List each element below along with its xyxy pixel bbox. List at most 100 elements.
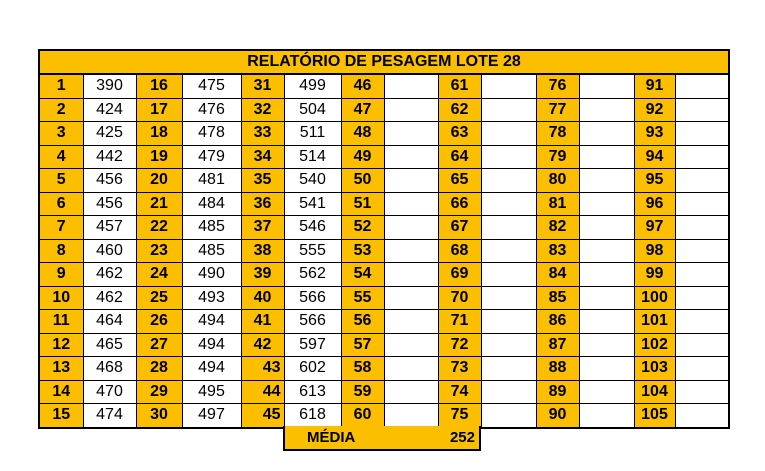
- animal-number: 10: [38, 285, 84, 310]
- animal-number: 17: [135, 97, 183, 122]
- weight-value: [480, 73, 537, 99]
- weight-value: 546: [283, 215, 342, 240]
- weight-value: [383, 144, 439, 169]
- weight-value: 493: [181, 285, 242, 310]
- animal-number: 63: [437, 121, 482, 146]
- table-row: 6 456 21 484 36 541 51 66 81 96: [38, 191, 730, 216]
- weight-value: 511: [283, 121, 342, 146]
- animal-number: 64: [437, 144, 482, 169]
- weight-value: [674, 97, 730, 122]
- weight-value: [383, 121, 439, 146]
- animal-number: 49: [340, 144, 385, 169]
- weight-value: [578, 356, 635, 381]
- animal-number: 104: [633, 379, 676, 404]
- weight-value: 566: [283, 309, 342, 334]
- animal-number: 69: [437, 262, 482, 287]
- animal-number: 41: [240, 309, 285, 334]
- weight-value: [674, 379, 730, 404]
- weight-value: [383, 97, 439, 122]
- animal-number: 53: [340, 238, 385, 263]
- weight-value: [674, 215, 730, 240]
- animal-number: 32: [240, 97, 285, 122]
- weight-value: [480, 403, 537, 428]
- animal-number: 14: [38, 379, 84, 404]
- weight-value: [674, 262, 730, 287]
- table-row: 1 390 16 475 31 499 46 61 76 91: [38, 73, 730, 99]
- weight-value: 485: [181, 215, 242, 240]
- animal-number: 23: [135, 238, 183, 263]
- weight-value: 562: [283, 262, 342, 287]
- weight-value: [383, 285, 439, 310]
- weight-value: [383, 403, 439, 428]
- animal-number: 92: [633, 97, 676, 122]
- animal-number: 45: [240, 403, 285, 428]
- animal-number: 103: [633, 356, 676, 381]
- animal-number: 36: [240, 191, 285, 216]
- table-row: 10 462 25 493 40 566 55 70 85 100: [38, 285, 730, 310]
- weight-value: 566: [283, 285, 342, 310]
- animal-number: 76: [535, 73, 580, 99]
- weight-value: 457: [82, 215, 137, 240]
- weight-value: [578, 121, 635, 146]
- animal-number: 4: [38, 144, 84, 169]
- animal-number: 65: [437, 168, 482, 193]
- animal-number: 18: [135, 121, 183, 146]
- weight-value: [578, 168, 635, 193]
- animal-number: 34: [240, 144, 285, 169]
- animal-number: 52: [340, 215, 385, 240]
- animal-number: 70: [437, 285, 482, 310]
- animal-number: 91: [633, 73, 676, 99]
- weight-value: 602: [283, 356, 342, 381]
- animal-number: 38: [240, 238, 285, 263]
- weight-value: 494: [181, 356, 242, 381]
- weight-value: [674, 121, 730, 146]
- animal-number: 75: [437, 403, 482, 428]
- weight-value: [578, 332, 635, 357]
- table-row: 7 457 22 485 37 546 52 67 82 97: [38, 215, 730, 240]
- animal-number: 57: [340, 332, 385, 357]
- weight-value: [578, 97, 635, 122]
- animal-number: 72: [437, 332, 482, 357]
- weight-value: 495: [181, 379, 242, 404]
- animal-number: 37: [240, 215, 285, 240]
- weighing-report-table: RELATÓRIO DE PESAGEM LOTE 28 1 390 16 475 31…: [38, 49, 730, 429]
- weight-value: 425: [82, 121, 137, 146]
- animal-number: 33: [240, 121, 285, 146]
- animal-number: 20: [135, 168, 183, 193]
- weight-value: 484: [181, 191, 242, 216]
- weight-value: [674, 285, 730, 310]
- animal-number: 21: [135, 191, 183, 216]
- weight-value: [383, 73, 439, 99]
- animal-number: 25: [135, 285, 183, 310]
- animal-number: 88: [535, 356, 580, 381]
- animal-number: 74: [437, 379, 482, 404]
- weight-value: [480, 238, 537, 263]
- animal-number: 19: [135, 144, 183, 169]
- animal-number: 102: [633, 332, 676, 357]
- animal-number: 8: [38, 238, 84, 263]
- weight-value: [578, 215, 635, 240]
- weight-value: [480, 356, 537, 381]
- animal-number: 29: [135, 379, 183, 404]
- weight-value: [480, 191, 537, 216]
- weight-value: 390: [82, 73, 137, 99]
- animal-number: 59: [340, 379, 385, 404]
- weight-value: 462: [82, 285, 137, 310]
- weight-value: [480, 285, 537, 310]
- weight-value: [578, 144, 635, 169]
- animal-number: 5: [38, 168, 84, 193]
- animal-number: 28: [135, 356, 183, 381]
- animal-number: 83: [535, 238, 580, 263]
- animal-number: 79: [535, 144, 580, 169]
- weight-value: [480, 332, 537, 357]
- animal-number: 51: [340, 191, 385, 216]
- animal-number: 50: [340, 168, 385, 193]
- table-row: 2 424 17 476 32 504 47 62 77 92: [38, 97, 730, 122]
- animal-number: 90: [535, 403, 580, 428]
- weight-value: [383, 215, 439, 240]
- weight-value: 465: [82, 332, 137, 357]
- animal-number: 2: [38, 97, 84, 122]
- weight-value: [480, 144, 537, 169]
- weight-value: [674, 168, 730, 193]
- weight-value: [578, 262, 635, 287]
